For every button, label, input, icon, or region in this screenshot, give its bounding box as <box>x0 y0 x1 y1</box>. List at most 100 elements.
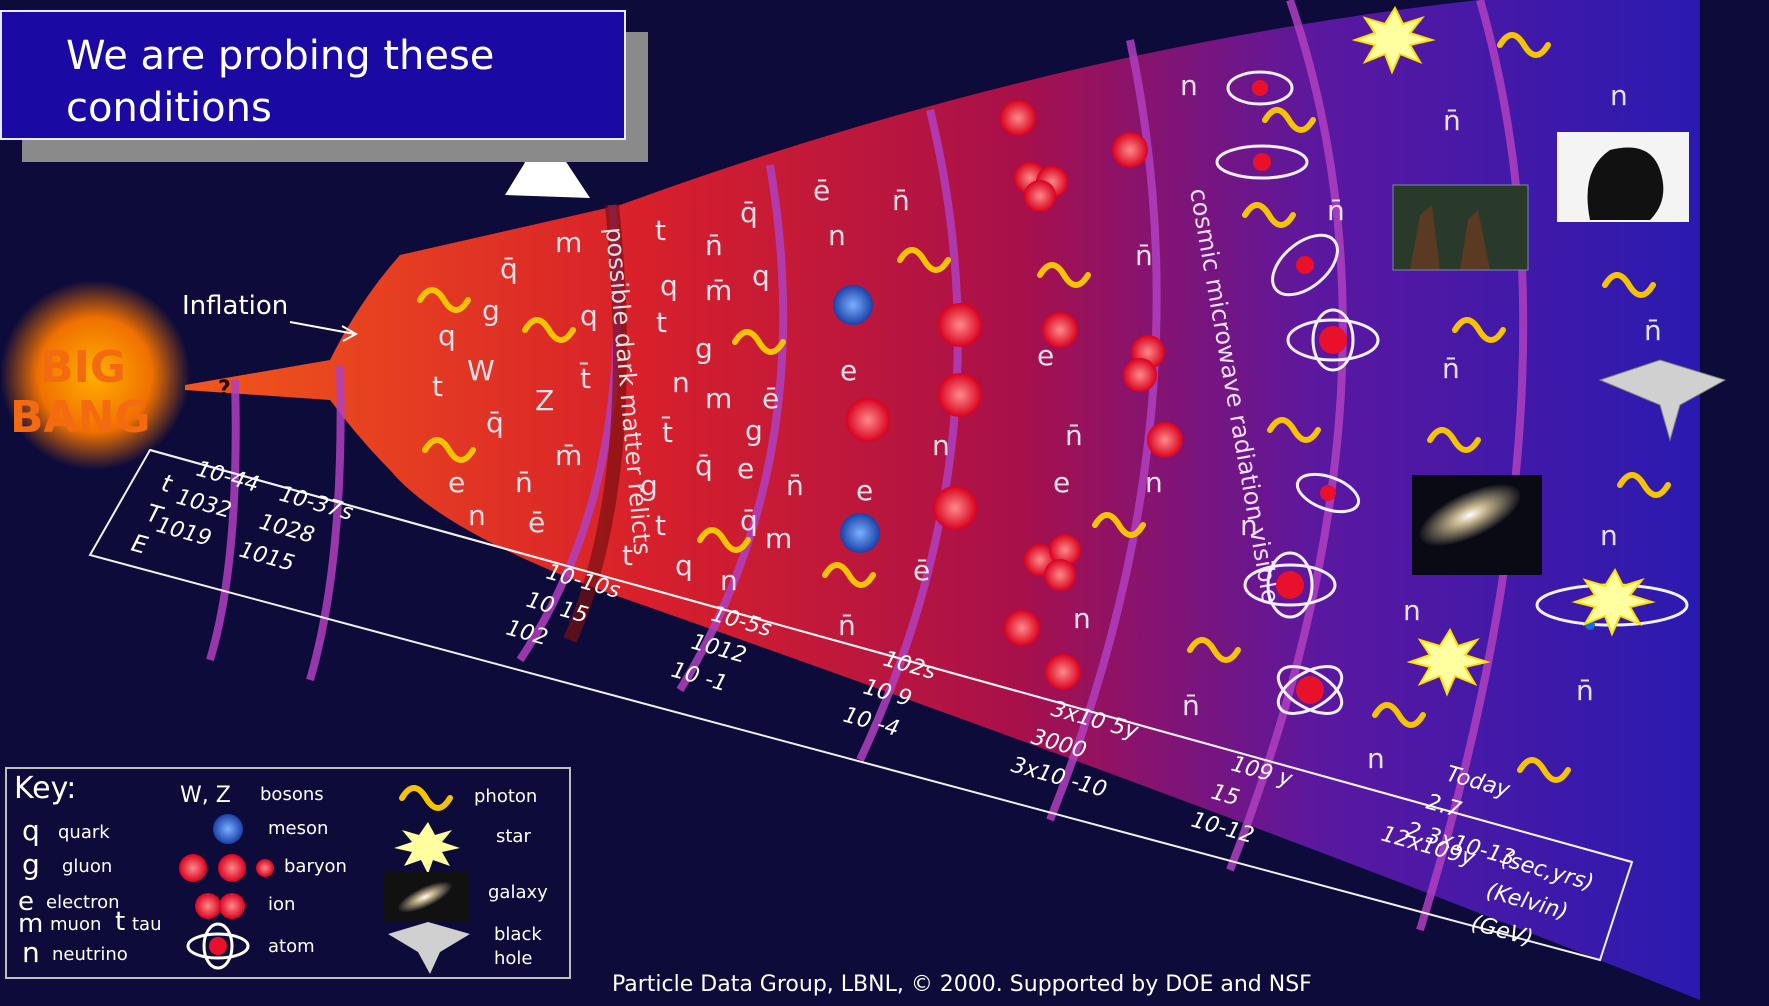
inflation-arrow <box>289 321 359 342</box>
photon-waves <box>417 32 1671 783</box>
ion-icon <box>1123 358 1157 392</box>
key-electron-symbol: e <box>18 887 34 917</box>
meson-group <box>833 285 880 553</box>
photon-icon <box>1267 417 1321 443</box>
particle-label: n <box>828 219 846 252</box>
atom-icon <box>1215 144 1309 180</box>
particle-label: n <box>932 429 950 462</box>
particle-label: n <box>1403 594 1421 627</box>
key-neutrino: neutrino <box>52 944 128 965</box>
particle-label: g <box>695 332 713 365</box>
photon-icon <box>897 247 951 273</box>
big-bang-glow <box>0 280 190 470</box>
particle-label: m̄ <box>705 274 732 307</box>
axis-panel <box>88 448 1634 962</box>
photon-icon <box>1092 512 1146 538</box>
photon-icon <box>1452 317 1506 343</box>
atom-icon <box>1226 70 1294 106</box>
key-baryon-icon <box>179 854 274 882</box>
particle-letters: q̄ m g q q W t Z t̄ q̄ m̄ e n̄ n ē t q̄ … <box>432 69 1662 775</box>
particle-label: e <box>856 474 873 507</box>
particle-label: n̄ <box>1644 314 1662 347</box>
particle-label: n <box>1240 509 1258 542</box>
axis-value-E: 1019 <box>153 513 214 552</box>
particle-label: ē <box>813 174 830 207</box>
key-quark-symbol: q <box>22 814 40 847</box>
particle-label: ē <box>762 382 779 415</box>
ion-icon <box>1049 534 1081 566</box>
key-atom-icon <box>186 922 250 970</box>
particle-label: g <box>482 294 500 327</box>
particle-label: t̄ <box>661 415 673 449</box>
photon-icon <box>1602 272 1656 298</box>
particle-label: W <box>467 354 495 387</box>
particle-label: n <box>1180 69 1198 102</box>
atom-icon <box>1276 665 1344 715</box>
particle-label: n <box>1600 519 1618 552</box>
particle-label: g <box>745 414 763 447</box>
particle-label: m <box>705 382 732 415</box>
key-star-icon <box>394 822 460 874</box>
particle-label: q̄ <box>500 252 518 285</box>
key-neutrino-symbol: n <box>22 936 40 969</box>
photon-icon <box>422 437 476 463</box>
particle-label: q̄ <box>740 196 758 229</box>
photon-icon <box>1427 427 1481 453</box>
key-tau-symbol: t <box>115 907 125 937</box>
key-bosons: bosons <box>260 784 324 805</box>
particle-label: n <box>672 366 690 399</box>
photon-icon <box>1242 202 1296 228</box>
particle-label: m <box>765 522 792 555</box>
particle-label: q <box>752 259 770 292</box>
key-muon: muon <box>50 914 101 935</box>
particle-label: e <box>1037 339 1054 372</box>
key-meson: meson <box>268 818 328 839</box>
particle-label: q <box>438 319 456 352</box>
big-bang-line2: BANG <box>10 392 151 443</box>
particle-label: n̄ <box>1576 674 1594 707</box>
key-photon: photon <box>474 786 537 807</box>
key-muon-symbol: m <box>18 909 43 939</box>
callout-line2: conditions <box>66 85 272 131</box>
particle-label: n̄ <box>786 469 804 502</box>
meson-icon <box>833 285 873 325</box>
particle-label: n̄ <box>1443 104 1461 137</box>
key-black-hole-icon <box>388 922 470 974</box>
baryon-icon <box>1004 610 1040 646</box>
big-bang-line1: BIG <box>40 342 126 393</box>
axis-row-label: t <box>158 469 176 499</box>
particle-label: n̄ <box>705 229 723 262</box>
callout-box: We are probing these conditions <box>0 10 626 140</box>
star-icon <box>1351 5 1436 75</box>
photon-icon <box>1262 107 1316 133</box>
particle-label: t <box>655 509 666 542</box>
atom-icon <box>1295 472 1361 514</box>
key-black-hole-line1: black <box>494 924 542 945</box>
particle-label: e <box>737 452 754 485</box>
baryon-icon <box>933 486 977 530</box>
footer-credit: Particle Data Group, LBNL, © 2000. Suppo… <box>612 972 1312 997</box>
photon-icon <box>1517 757 1571 783</box>
key-galaxy: galaxy <box>488 882 548 903</box>
photon-icon <box>1372 702 1426 728</box>
question-mark: ? <box>218 377 231 402</box>
key-baryon: baryon <box>284 856 347 877</box>
key-atom: atom <box>268 936 315 957</box>
atom-icon <box>1271 233 1339 297</box>
particle-label: q <box>580 299 598 332</box>
star-icon <box>1406 627 1491 697</box>
key-black-hole-line2: hole <box>494 948 533 969</box>
photon-icon <box>697 527 751 553</box>
particle-label: n̄ <box>1442 352 1460 385</box>
particle-label: n <box>1145 466 1163 499</box>
particle-label: n̄ <box>1327 194 1345 227</box>
meson-icon <box>840 513 880 553</box>
baryon-icon <box>1147 422 1183 458</box>
particle-label: t <box>656 306 667 339</box>
key-meson-icon <box>213 814 243 844</box>
key-ion: ion <box>268 894 295 915</box>
particle-label: t <box>432 370 443 403</box>
particle-label: q <box>675 549 693 582</box>
